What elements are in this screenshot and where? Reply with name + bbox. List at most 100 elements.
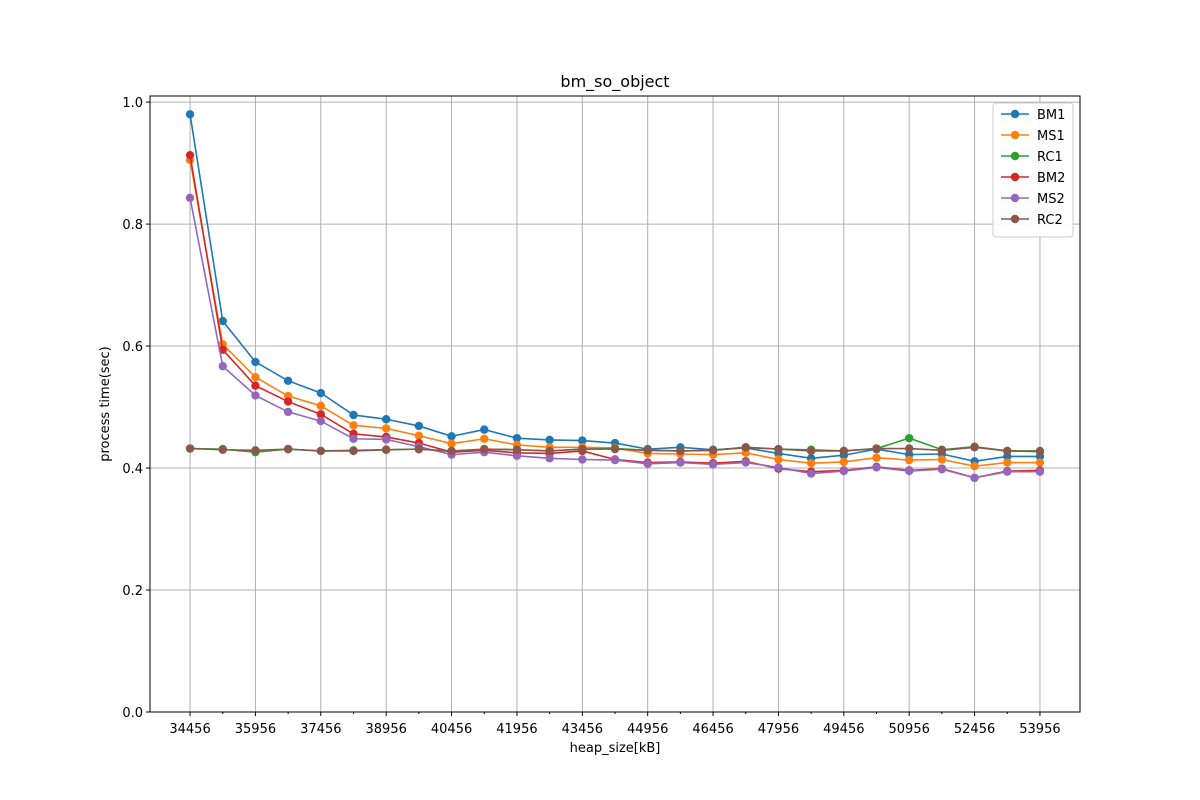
data-point-bm1 bbox=[545, 435, 554, 445]
data-point-ms1 bbox=[904, 455, 914, 465]
data-point-ms2 bbox=[872, 463, 881, 472]
data-point-ms2 bbox=[283, 407, 293, 417]
legend-marker-ms2 bbox=[1010, 193, 1020, 203]
data-point-ms2 bbox=[676, 458, 685, 467]
data-point-ms1 bbox=[839, 457, 849, 467]
data-point-ms1 bbox=[1003, 458, 1012, 467]
data-point-ms1 bbox=[774, 455, 783, 464]
legend-label-ms1: MS1 bbox=[1037, 129, 1065, 144]
data-point-ms2 bbox=[251, 391, 260, 400]
data-point-ms2 bbox=[512, 451, 522, 461]
data-point-rc2 bbox=[774, 444, 783, 454]
x-tick-label: 40456 bbox=[431, 722, 472, 737]
legend-marker-bm1 bbox=[1010, 109, 1020, 119]
y-tick-label: 0.6 bbox=[122, 340, 143, 355]
data-point-ms1 bbox=[316, 401, 326, 411]
x-tick-label: 52456 bbox=[954, 722, 995, 737]
x-tick-label: 34456 bbox=[169, 722, 210, 737]
data-point-ms2 bbox=[218, 361, 227, 371]
data-point-ms2 bbox=[937, 465, 947, 474]
data-point-ms1 bbox=[251, 372, 260, 382]
data-point-ms1 bbox=[414, 431, 424, 440]
x-tick-label: 50956 bbox=[889, 722, 930, 737]
data-point-bm1 bbox=[414, 421, 424, 431]
data-point-ms2 bbox=[643, 459, 652, 468]
data-point-bm1 bbox=[512, 433, 522, 443]
legend-marker-rc2 bbox=[1010, 214, 1020, 224]
data-point-rc2 bbox=[643, 446, 652, 455]
data-point-ms1 bbox=[937, 455, 947, 464]
y-tick-label: 0.4 bbox=[122, 462, 143, 477]
axes: 34456 35956 37456 38956 40456 41956 43456 44956… bbox=[122, 95, 1081, 737]
x-tick-label: 49456 bbox=[823, 722, 864, 737]
data-point-ms1 bbox=[447, 439, 456, 448]
data-point-rc2 bbox=[447, 446, 456, 456]
data-point-ms1 bbox=[381, 424, 391, 433]
data-point-bm2 bbox=[316, 410, 326, 419]
x-tick-label: 41956 bbox=[496, 722, 537, 737]
data-point-rc2 bbox=[676, 446, 685, 456]
data-point-bm1 bbox=[218, 316, 227, 326]
data-point-rc2 bbox=[970, 443, 979, 452]
data-point-ms2 bbox=[349, 434, 358, 443]
data-point-rc2 bbox=[512, 445, 522, 454]
data-point-ms2 bbox=[578, 455, 587, 464]
data-point-rc2 bbox=[610, 444, 620, 454]
data-point-rc2 bbox=[904, 444, 914, 453]
data-point-rc2 bbox=[872, 444, 881, 453]
y-tick-label: 0.2 bbox=[122, 584, 143, 599]
data-point-bm1 bbox=[283, 376, 293, 386]
data-point-ms2 bbox=[381, 435, 391, 444]
data-point-ms1 bbox=[1035, 458, 1045, 467]
data-point-ms2 bbox=[970, 473, 979, 482]
data-point-rc2 bbox=[316, 446, 326, 456]
data-point-rc2 bbox=[185, 444, 195, 453]
data-point-rc2 bbox=[839, 446, 849, 456]
data-point-rc2 bbox=[806, 446, 816, 456]
data-point-rc2 bbox=[1035, 447, 1045, 456]
data-point-rc2 bbox=[741, 443, 750, 452]
x-axis-label: heap_size[kB] bbox=[570, 741, 661, 756]
data-point-bm1 bbox=[447, 432, 456, 441]
legend-label-bm1: BM1 bbox=[1037, 108, 1065, 123]
data-point-rc2 bbox=[381, 445, 391, 454]
data-point-bm1 bbox=[480, 425, 489, 434]
x-tick-label: 44956 bbox=[627, 722, 668, 737]
data-point-ms2 bbox=[741, 458, 750, 467]
data-point-ms2 bbox=[1003, 467, 1012, 476]
data-point-ms1 bbox=[872, 453, 881, 462]
data-point-bm2 bbox=[283, 397, 293, 406]
data-point-ms2 bbox=[904, 466, 914, 476]
legend-label-rc2: RC2 bbox=[1037, 213, 1063, 228]
data-point-rc2 bbox=[283, 444, 293, 454]
data-point-bm1 bbox=[578, 436, 587, 445]
legend: BM1 MS1 RC1 BM2 MS2 RC2 bbox=[992, 102, 1074, 238]
data-point-ms2 bbox=[316, 416, 326, 426]
x-tick-label: 43456 bbox=[562, 722, 603, 737]
data-point-ms2 bbox=[545, 454, 554, 463]
data-point-rc2 bbox=[578, 444, 587, 454]
x-tick-label: 53956 bbox=[1019, 722, 1060, 737]
legend-marker-bm2 bbox=[1010, 172, 1020, 182]
data-point-bm1 bbox=[381, 415, 391, 424]
legend-marker-ms1 bbox=[1010, 130, 1020, 140]
data-point-rc2 bbox=[349, 446, 358, 456]
legend-label-ms2: MS2 bbox=[1037, 192, 1065, 207]
data-point-bm1 bbox=[251, 357, 260, 367]
y-tick-label: 0.0 bbox=[122, 706, 143, 721]
data-point-rc2 bbox=[414, 444, 424, 454]
data-point-ms2 bbox=[774, 463, 783, 472]
data-point-ms2 bbox=[806, 469, 816, 478]
x-tick-label: 38956 bbox=[366, 722, 407, 737]
data-point-rc2 bbox=[545, 446, 554, 456]
data-point-rc2 bbox=[218, 445, 227, 454]
data-point-bm1 bbox=[185, 110, 195, 119]
data-point-ms1 bbox=[970, 462, 979, 471]
data-point-rc2 bbox=[937, 446, 947, 455]
data-point-rc2 bbox=[251, 446, 260, 455]
data-point-bm2 bbox=[185, 150, 195, 160]
data-point-rc2 bbox=[1003, 446, 1012, 456]
legend-label-rc1: RC1 bbox=[1037, 150, 1063, 165]
y-tick-label: 1.0 bbox=[122, 96, 143, 111]
